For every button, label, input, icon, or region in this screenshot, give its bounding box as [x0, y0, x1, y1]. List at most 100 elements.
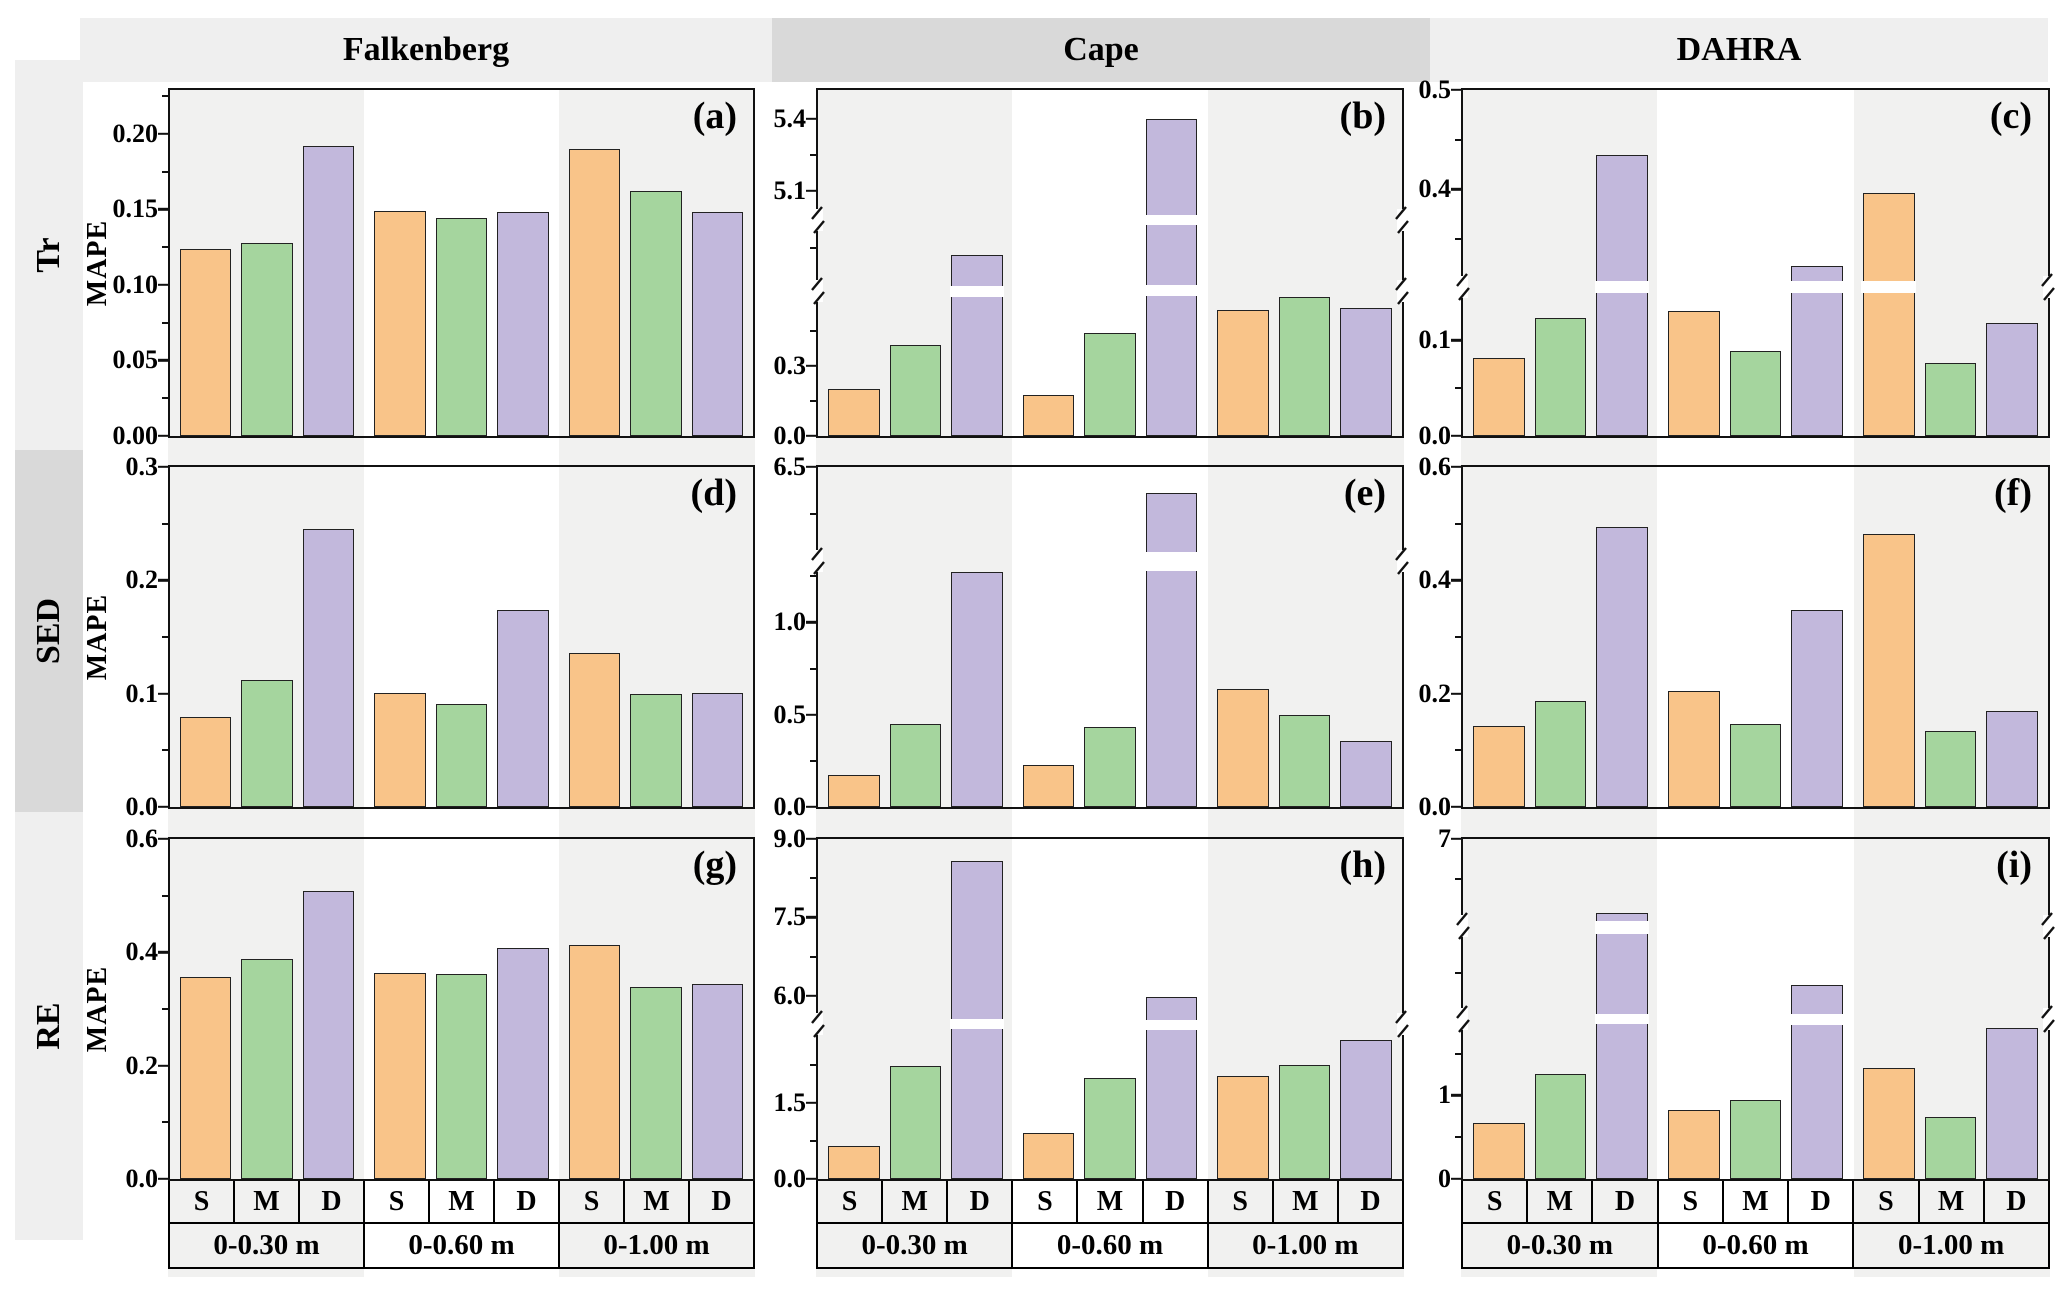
y-minor-tick — [161, 749, 168, 752]
y-tick — [157, 208, 168, 211]
bar-d-0-0-30-m — [302, 529, 355, 807]
smd-cell-label: S — [583, 1185, 600, 1217]
bar-s-0-0-60-m — [1667, 691, 1720, 807]
bar-s-0-0-30-m — [827, 774, 880, 807]
y-tick — [1450, 88, 1461, 92]
y-tick — [805, 916, 816, 919]
y-minor-tick — [1454, 972, 1461, 975]
y-tick — [805, 465, 816, 469]
panel-a: 0.00 0.05 0.10 0.15 0.20 (a) — [113, 88, 755, 449]
bar-break-gap — [1144, 214, 1199, 226]
y-tick — [1450, 692, 1461, 695]
y-tick — [157, 434, 168, 438]
bar-m-0-1-00-m — [1278, 714, 1331, 807]
row-label-sed: SED — [30, 597, 67, 665]
y-tick — [157, 805, 168, 809]
bar-s-0-0-30-m — [179, 976, 232, 1179]
bar-d-0-1-00-m — [691, 692, 744, 807]
smd-cell: M — [1919, 1181, 1985, 1224]
bar-m-0-1-00-m — [1278, 1064, 1331, 1179]
bars-area — [1463, 839, 2048, 1179]
y-minor-tick — [1454, 636, 1461, 638]
depth-cell: 0-0.30 m — [1461, 1224, 1659, 1269]
bar-m-0-0-60-m — [1084, 727, 1136, 807]
bar-s-0-0-30-m — [179, 717, 232, 807]
bar-group-0-0-30-m — [1463, 839, 1658, 1179]
bar-group-0-0-30-m — [818, 467, 1013, 807]
smd-cell: M — [883, 1181, 949, 1224]
bar-m-0-1-00-m — [630, 191, 682, 436]
panel-letter: (f) — [1994, 472, 2032, 514]
bar-d-0-1-00-m — [1986, 1028, 2038, 1179]
bar-s-0-1-00-m — [568, 944, 621, 1179]
smd-cell-label: M — [1546, 1185, 1574, 1217]
y-tick-label: 0.6 — [1418, 452, 1452, 481]
y-tick-label: 0.15 — [112, 194, 159, 224]
y-minor-tick — [161, 1008, 168, 1010]
y-tick — [1450, 1177, 1461, 1181]
depth-cell-label: 0-0.60 m — [1702, 1229, 1809, 1261]
depth-label-row: 0-0.30 m 0-0.60 m 0-1.00 m — [168, 1224, 755, 1269]
smd-cell-label: M — [448, 1185, 475, 1217]
smd-cell-label: S — [1232, 1185, 1248, 1217]
y-tick-label: 0.0 — [125, 792, 159, 821]
y-minor-tick — [1454, 138, 1461, 141]
y-minor-tick — [1454, 522, 1461, 525]
depth-cell-label: 0-0.30 m — [1506, 1229, 1613, 1261]
y-minor-tick — [1454, 1052, 1461, 1055]
smd-cell-label: M — [253, 1185, 280, 1217]
y-tick-label: 1.5 — [773, 1088, 807, 1118]
bar-s-0-1-00-m — [1862, 533, 1915, 807]
y-axis-label-row1: MAPE — [82, 219, 113, 307]
bar-break-gap — [1144, 551, 1199, 572]
y-minor-tick — [809, 955, 816, 958]
bar-d-0-0-30-m — [1594, 154, 1650, 436]
bar-group-0-0-60-m — [1013, 90, 1208, 436]
y-tick-label: 0.6 — [125, 824, 159, 853]
bar-s-0-1-00-m — [1862, 1067, 1915, 1179]
smd-cell: D — [1143, 1181, 1209, 1224]
y-tick-label: 0.2 — [125, 1050, 159, 1080]
panel-i: 0 1 7 (i) — [1438, 826, 2055, 1192]
y-tick — [805, 621, 816, 624]
bar-s-0-1-00-m — [1217, 310, 1269, 436]
y-tick-label: 0.0 — [773, 421, 807, 450]
bar-d-0-1-00-m — [691, 212, 744, 436]
bar-m-0-1-00-m — [630, 987, 682, 1179]
bar-d-0-0-30-m — [951, 572, 1003, 807]
y-minor-tick — [161, 321, 168, 324]
smd-cell: D — [1789, 1181, 1855, 1224]
smd-cell-label: D — [1164, 1185, 1186, 1217]
bar-d-0-0-30-m — [302, 890, 355, 1179]
bar-group-0-0-30-m — [818, 839, 1013, 1179]
bar-s-0-0-30-m — [1472, 725, 1525, 807]
bar-break-gap — [1594, 280, 1650, 293]
bar-break-gap — [1789, 281, 1845, 294]
y-tick — [805, 117, 816, 120]
y-tick-label: 0.0 — [773, 792, 807, 821]
row-strip-tr — [15, 60, 83, 450]
bar-m-0-0-30-m — [889, 1065, 942, 1179]
y-tick — [805, 364, 816, 368]
y-tick-label: 0.10 — [112, 269, 159, 299]
depth-cell: 0-0.60 m — [1658, 1224, 1855, 1269]
bar-s-0-1-00-m — [1217, 1076, 1269, 1179]
bar-group-0-0-60-m — [364, 90, 558, 436]
y-tick — [157, 359, 168, 362]
bar-s-0-0-60-m — [374, 692, 426, 807]
column-header-label: DAHRA — [1676, 31, 1802, 68]
smd-cell: M — [1528, 1181, 1594, 1224]
panel-h: 0.0 1.5 6.0 7.5 9.0 (h) — [774, 826, 1409, 1192]
smd-cell-label: M — [1742, 1185, 1769, 1217]
bar-break-gap — [1594, 1013, 1650, 1025]
bar-d-0-0-60-m — [1144, 997, 1199, 1179]
bar-group-0-0-60-m — [1658, 90, 1853, 436]
bar-d-0-1-00-m — [1986, 323, 2038, 436]
panel-b: 0.0 0.3 5.1 5.4 (b) — [774, 88, 1409, 449]
bar-break-gap — [949, 1019, 1005, 1030]
bars-area — [818, 467, 1402, 807]
panel-letter: (e) — [1343, 472, 1386, 514]
